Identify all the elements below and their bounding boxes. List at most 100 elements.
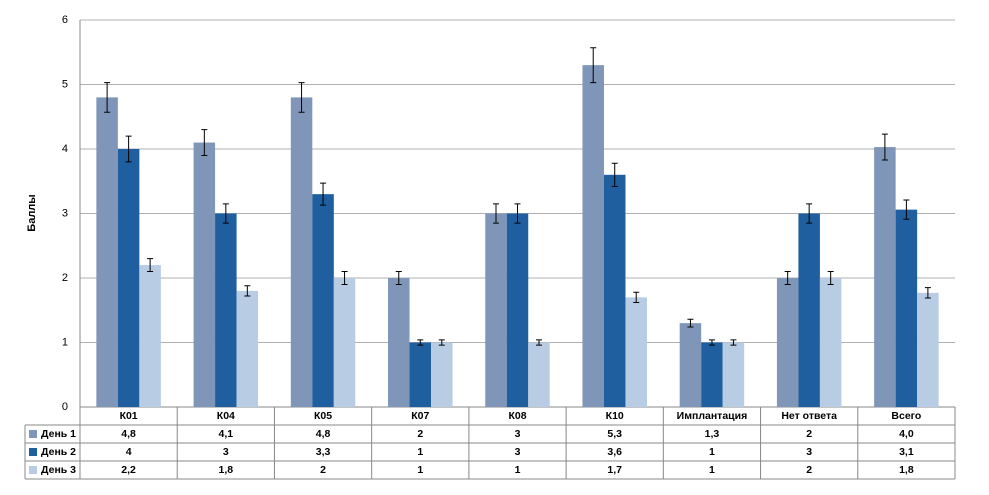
table-value: 1 <box>417 446 423 458</box>
table-value: 1,7 <box>607 464 622 476</box>
bar <box>722 342 745 407</box>
bar <box>819 278 842 407</box>
y-tick-label: 0 <box>62 401 68 413</box>
table-value: 4,8 <box>316 428 331 440</box>
table-value: 1,8 <box>219 464 234 476</box>
x-tick-label: Всего <box>891 410 921 422</box>
x-tick-label: Нет ответа <box>781 410 837 422</box>
table-value: 2,2 <box>121 464 136 476</box>
error-bar <box>222 203 229 224</box>
table-value: 1 <box>515 464 521 476</box>
table-value: 3,6 <box>607 446 622 458</box>
legend-swatch <box>29 430 37 438</box>
table-value: 1 <box>417 464 423 476</box>
error-bar <box>730 339 737 346</box>
bar <box>603 174 626 407</box>
table-value: 3 <box>515 428 521 440</box>
bar <box>625 297 647 407</box>
bar <box>895 209 918 407</box>
error-bar <box>687 318 694 328</box>
error-bar <box>924 287 931 299</box>
error-bar <box>417 339 424 346</box>
bar <box>312 194 334 407</box>
bar <box>193 142 216 408</box>
error-bar <box>881 133 888 161</box>
table-value: 4,0 <box>899 428 914 440</box>
x-tick-label: К01 <box>120 410 138 422</box>
y-tick-label: 1 <box>62 336 68 348</box>
table-value: 4,8 <box>121 428 136 440</box>
bar <box>798 213 820 407</box>
y-tick-label: 4 <box>62 143 68 155</box>
bar <box>215 213 237 407</box>
bar <box>388 278 410 407</box>
table-value: 3 <box>515 446 521 458</box>
table-value: 3,3 <box>316 446 331 458</box>
legend-swatch <box>29 466 37 474</box>
error-bar <box>903 199 910 220</box>
table-value: 4 <box>126 446 132 458</box>
y-axis-label: Баллы <box>26 194 38 231</box>
bar <box>236 290 259 407</box>
table-value: 1,8 <box>899 464 914 476</box>
bar <box>409 342 432 407</box>
x-tick-label: Имплантация <box>677 410 748 422</box>
error-bar <box>784 271 791 285</box>
bar <box>582 65 604 408</box>
error-bar <box>298 82 305 113</box>
error-bar <box>827 271 834 285</box>
table-value: 2 <box>320 464 326 476</box>
error-bar <box>244 285 251 297</box>
error-bar <box>438 339 445 346</box>
x-tick-label: К08 <box>508 410 526 422</box>
bar <box>96 97 118 408</box>
y-tick-label: 6 <box>62 14 68 26</box>
bar <box>139 265 161 407</box>
legend-label: День 1 <box>41 428 76 440</box>
table-value: 3,1 <box>899 446 914 458</box>
error-bar <box>395 271 402 285</box>
error-bar <box>341 271 348 285</box>
legend-label: День 3 <box>41 464 76 476</box>
error-bar <box>806 203 813 224</box>
error-bar <box>147 258 154 273</box>
bar <box>874 147 896 407</box>
error-bar <box>320 182 327 206</box>
y-tick-label: 3 <box>62 207 68 219</box>
table-value: 3 <box>806 446 812 458</box>
table-value: 2 <box>806 428 812 440</box>
error-bar <box>104 82 111 113</box>
error-bar <box>633 291 640 304</box>
bar <box>431 342 453 407</box>
error-bar <box>708 339 715 346</box>
table-value: 1 <box>709 446 715 458</box>
bar <box>679 323 702 407</box>
x-tick-label: К10 <box>606 410 624 422</box>
y-tick-label: 5 <box>62 78 68 90</box>
error-bar <box>611 162 618 187</box>
legend-label: День 2 <box>41 446 76 458</box>
bar <box>333 278 356 407</box>
table-value: 2 <box>806 464 812 476</box>
bar <box>506 213 529 407</box>
x-tick-label: К05 <box>314 410 332 422</box>
error-bar <box>536 339 542 346</box>
bar <box>117 149 140 407</box>
legend-swatch <box>29 448 37 456</box>
table-value: 2 <box>417 428 423 440</box>
x-tick-label: К07 <box>411 410 429 422</box>
table-value: 3 <box>223 446 229 458</box>
bar <box>917 292 939 407</box>
error-bar <box>201 129 208 156</box>
table-value: 5,3 <box>607 428 622 440</box>
error-bar <box>590 47 597 84</box>
error-bar <box>493 203 499 224</box>
table-value: 1 <box>709 464 715 476</box>
bar <box>528 342 550 407</box>
bar <box>776 278 799 407</box>
bar <box>701 342 723 407</box>
error-bar <box>514 203 521 224</box>
error-bar <box>125 135 132 163</box>
bar <box>485 213 507 407</box>
